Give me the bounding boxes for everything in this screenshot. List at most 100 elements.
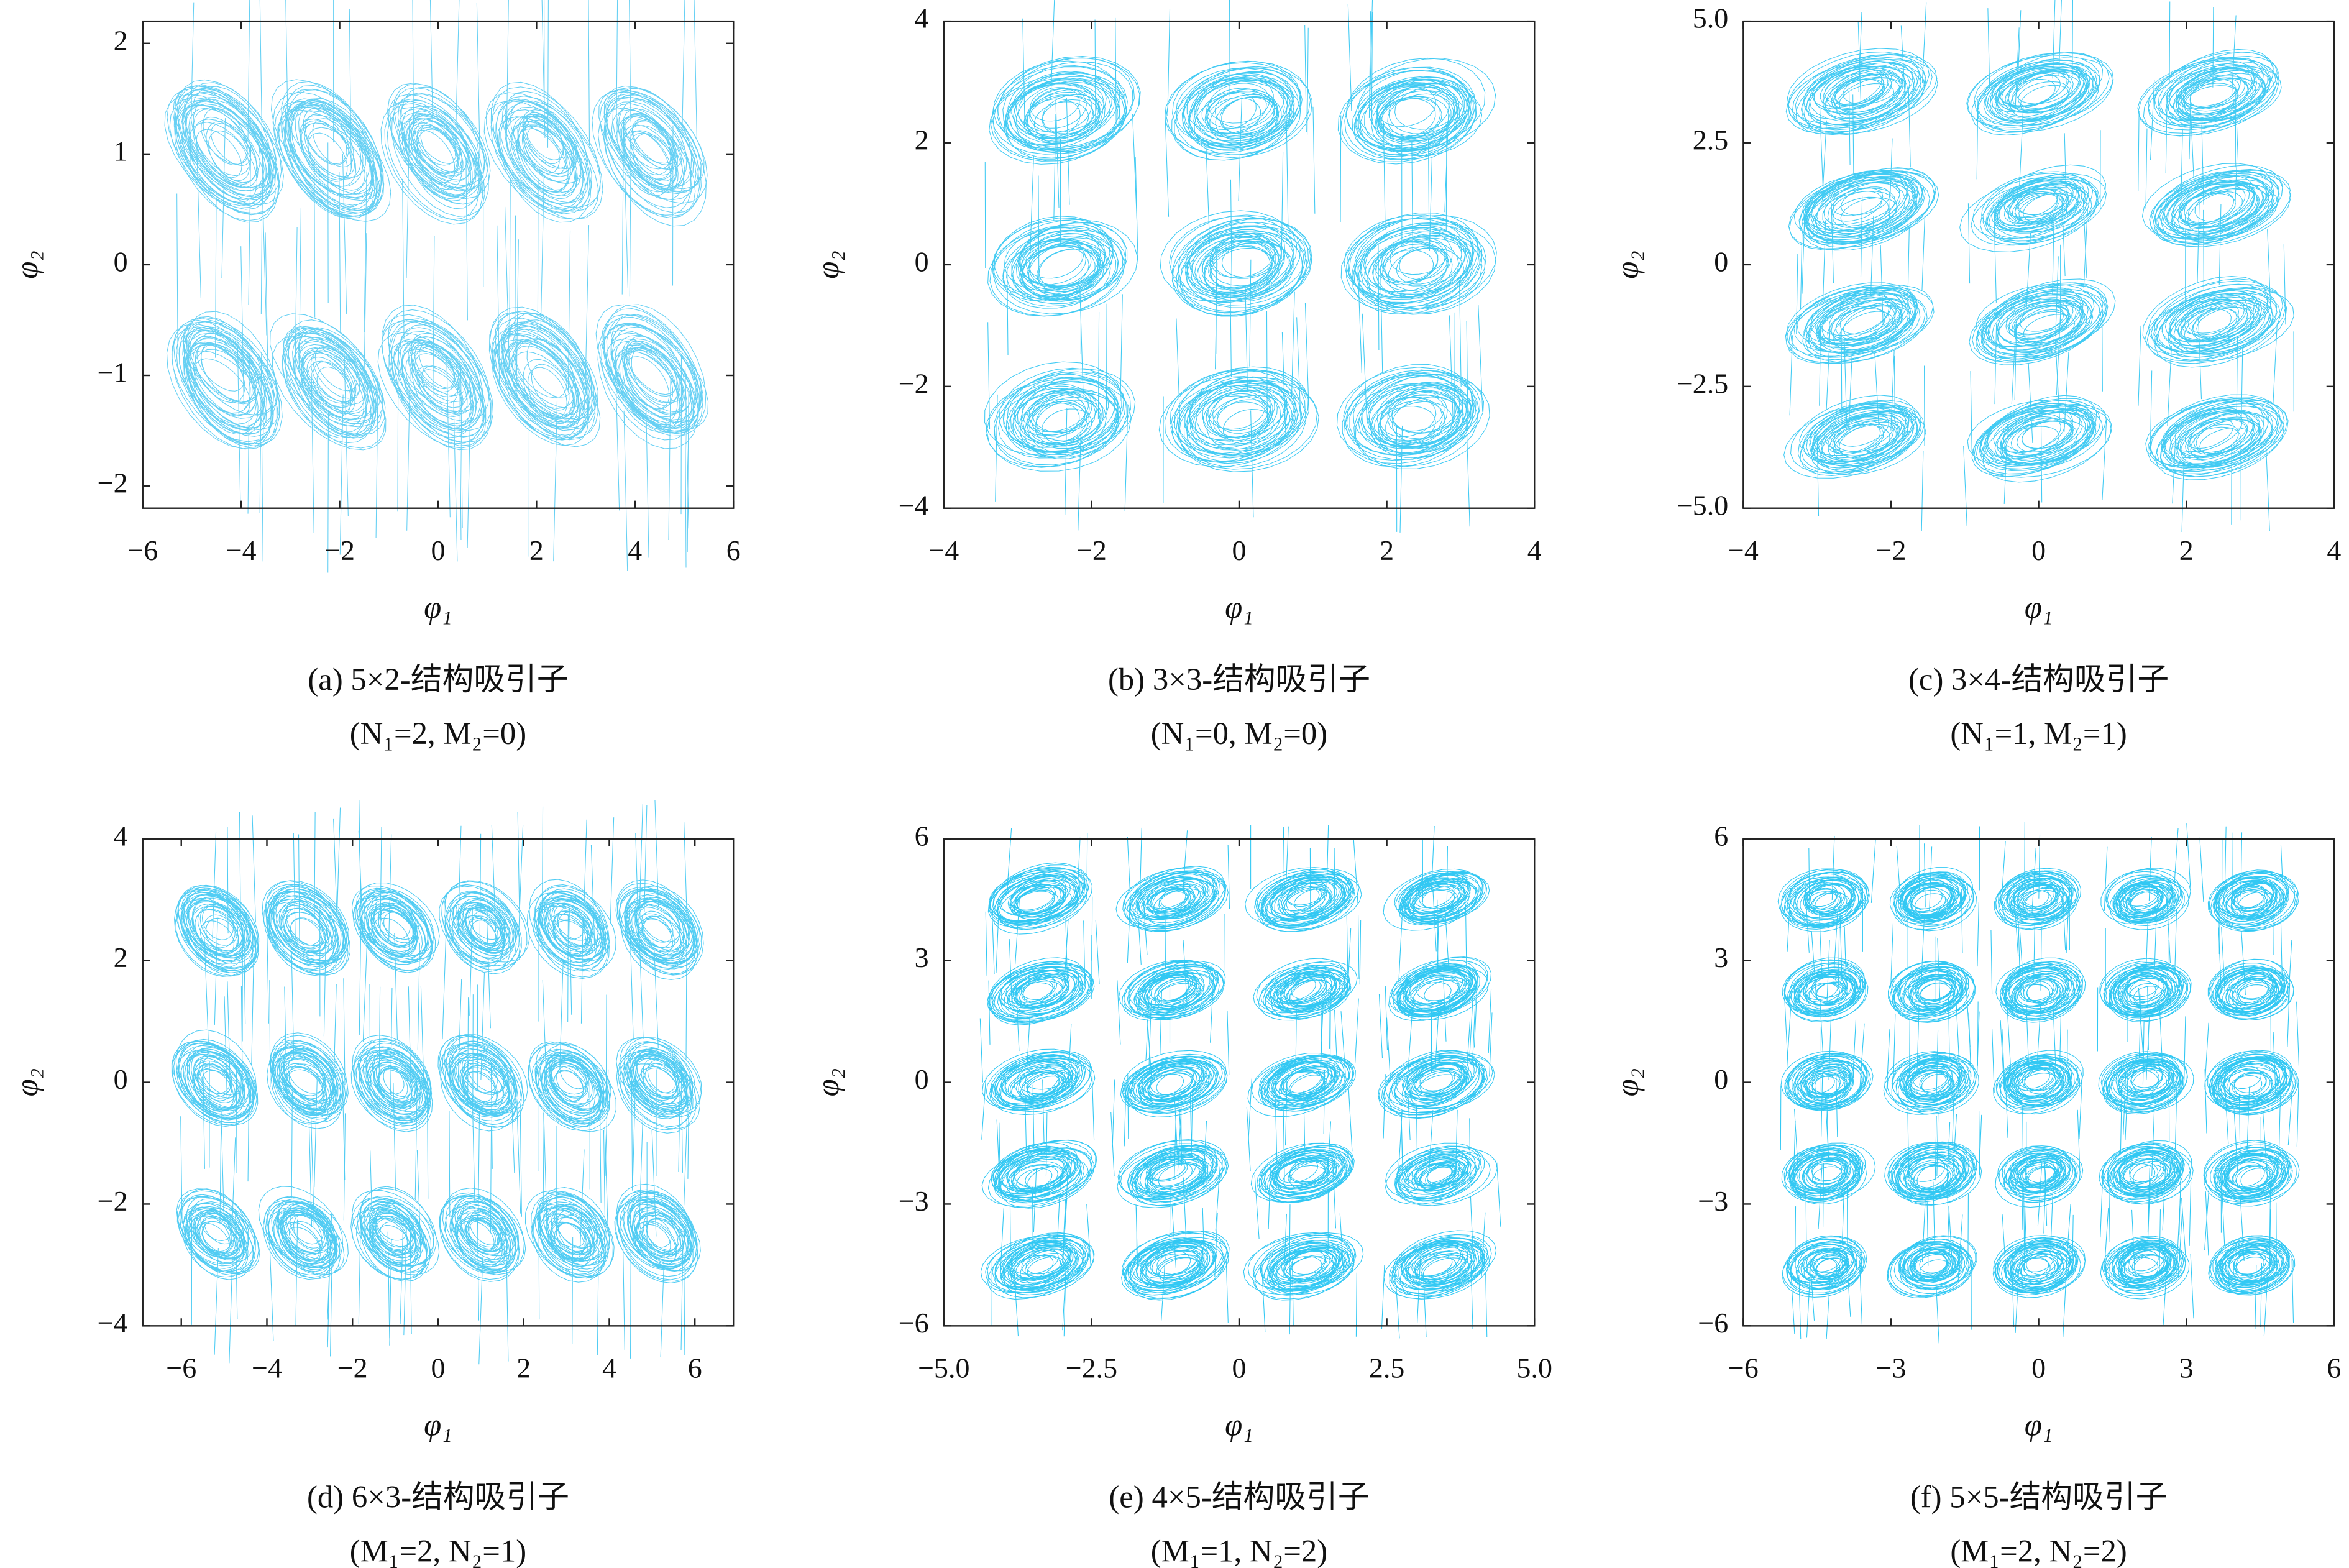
x-tick-label: 4	[628, 534, 642, 566]
x-tick-label: 4	[602, 1352, 616, 1383]
y-tick-label: −6	[899, 1307, 929, 1339]
y-tick-label: −3	[1698, 1185, 1728, 1217]
x-axis-label: φ₁	[1225, 1407, 1253, 1442]
y-axis-label: φ₂	[9, 250, 44, 279]
scroll	[615, 800, 704, 1048]
scroll	[2205, 1191, 2296, 1336]
caption: (b) 3×3-结构吸引子	[1108, 662, 1370, 697]
caption: (d) 6×3-结构吸引子	[307, 1480, 569, 1515]
x-tick-label: −3	[1876, 1352, 1907, 1383]
scroll	[483, 0, 603, 339]
scroll	[985, 828, 1093, 976]
scroll	[1245, 825, 1362, 976]
scroll	[1112, 1011, 1230, 1158]
x-tick-label: −4	[252, 1352, 282, 1383]
x-tick-label: 0	[1232, 1352, 1247, 1383]
scroll	[1887, 915, 1979, 1066]
y-tick-label: 2	[114, 24, 128, 56]
scroll	[350, 984, 433, 1199]
y-tick-label: −3	[899, 1185, 929, 1217]
scroll	[2138, 111, 2291, 290]
y-tick-label: −2	[98, 1185, 128, 1217]
subcaption: (M₁=1, N₂=2)	[1151, 1534, 1327, 1568]
y-tick-label: 0	[1714, 245, 1728, 277]
x-tick-label: 2	[516, 1352, 531, 1383]
scroll	[526, 806, 616, 1024]
scroll	[1117, 914, 1226, 1065]
x-tick-label: 2.5	[1369, 1352, 1404, 1383]
x-tick-label: 6	[726, 534, 741, 566]
x-tick-label: −2	[324, 534, 355, 566]
y-tick-label: −6	[1698, 1307, 1728, 1339]
panel: −6 −4 −2 0 2 4 6 −4 −2 0 2 4 φ₁ φ₂ (d) 6×3-结构吸引子 (M₁=2,…	[9, 800, 735, 1568]
x-tick-label: 2	[1380, 534, 1394, 566]
scroll	[164, 0, 284, 336]
scroll	[488, 206, 601, 562]
y-axis-label: φ₂	[9, 1068, 44, 1097]
subcaption: (M₁=2, N₂=1)	[350, 1534, 526, 1568]
scroll	[176, 1111, 260, 1364]
scroll	[1164, 0, 1316, 227]
scroll	[1246, 1099, 1355, 1239]
scroll	[984, 139, 1138, 393]
scroll	[984, 294, 1136, 531]
scroll	[2137, 1, 2282, 178]
scroll	[2138, 229, 2294, 418]
scroll	[1969, 232, 2116, 405]
x-tick-label: −2.5	[1066, 1352, 1117, 1383]
scroll	[1160, 136, 1312, 392]
scroll	[2199, 826, 2300, 955]
y-tick-label: 3	[1714, 942, 1728, 973]
y-tick-label: 0	[915, 1063, 929, 1095]
scroll	[524, 1112, 615, 1355]
scroll	[1378, 1008, 1495, 1140]
x-axis-label: φ₁	[2025, 590, 2053, 625]
scroll	[1110, 1098, 1229, 1242]
x-tick-label: 2	[2179, 534, 2194, 566]
scroll	[380, 0, 491, 339]
y-tick-label: −2.5	[1677, 367, 1728, 399]
x-tick-label: −6	[166, 1352, 196, 1383]
scroll	[1247, 1008, 1356, 1155]
x-tick-label: 6	[2327, 1352, 2341, 1383]
caption: (e) 4×5-结构吸引子	[1109, 1480, 1369, 1515]
x-tick-label: −2	[337, 1352, 368, 1383]
y-tick-label: −4	[98, 1307, 128, 1339]
y-tick-label: −2	[98, 467, 128, 499]
scroll	[1115, 827, 1230, 970]
y-tick-label: −4	[899, 489, 929, 521]
scroll	[592, 0, 708, 297]
scroll	[439, 812, 530, 1040]
x-tick-label: 0	[431, 1352, 445, 1383]
scroll	[173, 811, 260, 1045]
scroll	[1966, 0, 2114, 186]
y-axis-label: φ₂	[1610, 250, 1645, 279]
x-axis-label: φ₁	[2025, 1407, 2053, 1442]
scroll	[979, 1009, 1096, 1149]
scroll	[2100, 823, 2191, 974]
scroll	[1782, 1206, 1867, 1339]
y-axis-label: φ₂	[810, 250, 845, 279]
y-axis-label: φ₂	[810, 1068, 845, 1097]
subcaption: (N₁=2, M₂=0)	[350, 716, 526, 751]
scroll	[1336, 305, 1490, 533]
scroll	[1121, 1188, 1230, 1324]
attractor-trajectory	[1784, 0, 2294, 532]
scroll	[171, 958, 259, 1182]
y-tick-label: 0	[114, 1063, 128, 1095]
attractor-trajectory	[979, 825, 1501, 1339]
subcaption: (N₁=1, M₂=1)	[1950, 716, 2127, 751]
scroll	[1253, 915, 1362, 1067]
scroll	[1788, 120, 1939, 301]
caption: (f) 5×5-结构吸引子	[1910, 1480, 2168, 1515]
scroll	[1992, 1004, 2084, 1139]
scroll	[1777, 835, 1876, 976]
scroll	[270, 0, 392, 332]
scroll	[528, 961, 616, 1209]
scroll	[1782, 915, 1869, 1068]
scroll	[989, 0, 1141, 221]
scroll	[1158, 291, 1319, 518]
scroll	[980, 1198, 1095, 1337]
